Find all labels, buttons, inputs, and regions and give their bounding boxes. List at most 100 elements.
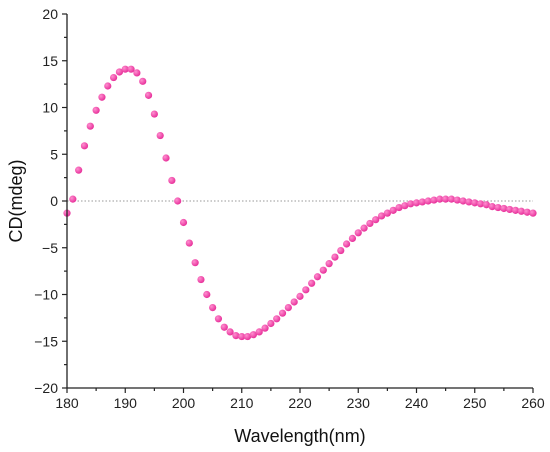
y-tick-label: 5 [50, 146, 58, 162]
y-tick-label: −15 [34, 333, 58, 349]
data-point [150, 110, 158, 118]
data-point [156, 131, 164, 140]
data-point [185, 239, 193, 247]
data-point [80, 142, 89, 150]
data-point [389, 206, 397, 214]
data-point [453, 196, 461, 204]
data-point [121, 65, 129, 73]
x-tick-label: 200 [172, 395, 196, 411]
data-point [418, 198, 426, 206]
y-tick-label: 10 [42, 100, 58, 116]
data-point [354, 229, 362, 237]
x-tick-label: 180 [55, 395, 79, 411]
x-tick-label: 240 [405, 395, 429, 411]
y-tick-label: −10 [34, 287, 58, 303]
data-point [488, 203, 496, 211]
data-point [459, 197, 467, 205]
data-point [523, 208, 531, 216]
data-point [209, 303, 217, 312]
axes: 180 190 200 210 220 230 240 250 260 −20 −15 −10 −5 0 5… [34, 6, 545, 411]
data-point [372, 216, 380, 224]
data-point [465, 198, 473, 206]
x-tick-label: 260 [521, 395, 545, 411]
data-point [104, 82, 112, 90]
data-point [110, 73, 118, 82]
data-point [424, 197, 432, 205]
data-point [92, 106, 100, 114]
data-point [273, 315, 281, 323]
data-point [127, 65, 135, 73]
data-point [482, 201, 490, 209]
y-axis-title: CD(mdeg) [6, 159, 26, 242]
data-point [191, 259, 199, 267]
data-point [75, 166, 83, 174]
data-point [442, 195, 450, 203]
data-point [284, 303, 292, 312]
data-point [139, 77, 147, 85]
y-tick-label: 20 [42, 6, 58, 22]
x-tick-label: 210 [230, 395, 254, 411]
data-point [412, 199, 421, 207]
x-tick-label: 220 [288, 395, 312, 411]
data-point [325, 260, 333, 268]
x-tick-label: 190 [114, 395, 138, 411]
data-point [174, 197, 182, 205]
data-point [377, 212, 386, 220]
data-point [447, 195, 456, 203]
y-tick-label: 15 [42, 53, 58, 69]
data-point [86, 122, 94, 130]
data-point [436, 195, 444, 203]
data-point [360, 224, 368, 232]
data-point [168, 176, 176, 185]
data-point [115, 68, 124, 76]
data-point [162, 154, 170, 162]
data-point [232, 332, 240, 340]
data-point [476, 200, 485, 208]
data-point [249, 331, 257, 339]
data-point [511, 206, 520, 214]
data-point [366, 219, 374, 228]
y-tick-label: −5 [42, 240, 58, 256]
data-point [267, 319, 275, 328]
data-point [214, 315, 223, 323]
data-point [401, 202, 409, 210]
data-point [343, 240, 351, 248]
data-point [226, 328, 234, 336]
data-point [144, 91, 153, 99]
data-point [290, 298, 298, 306]
y-tick-label: 0 [50, 193, 58, 209]
data-point [430, 196, 438, 204]
data-point [313, 273, 322, 281]
data-point [308, 279, 316, 287]
data-point [179, 218, 188, 227]
data-point [494, 203, 502, 212]
data-point [529, 209, 537, 217]
data-point [278, 309, 287, 317]
data-point [133, 69, 141, 77]
data-point [337, 246, 345, 255]
data-point [238, 332, 246, 341]
data-point [348, 234, 357, 242]
data-point [98, 93, 106, 101]
data-point [517, 207, 525, 215]
data-point [407, 200, 415, 208]
data-point [302, 286, 310, 294]
data-point [395, 203, 403, 212]
data-point [331, 253, 339, 261]
data-point [261, 324, 269, 332]
data-point [319, 266, 327, 274]
data-point [69, 195, 77, 203]
data-point [383, 209, 391, 217]
data-point [243, 332, 252, 341]
data-point [255, 328, 263, 336]
data-point [220, 323, 228, 331]
data-point [296, 292, 304, 300]
data-point [203, 290, 211, 299]
x-axis-title: Wavelength(nm) [234, 426, 365, 446]
x-tick-label: 230 [347, 395, 371, 411]
y-tick-label: −20 [34, 380, 58, 396]
x-tick-label: 250 [463, 395, 487, 411]
data-point [471, 199, 479, 207]
data-point [500, 204, 508, 213]
